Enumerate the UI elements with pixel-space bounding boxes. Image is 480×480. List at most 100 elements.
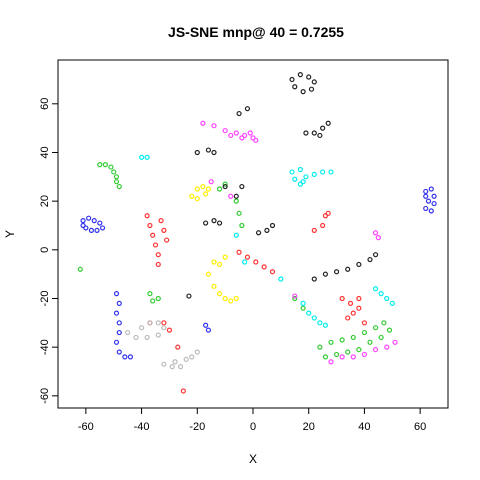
- data-point: [156, 333, 160, 337]
- data-point: [212, 284, 216, 288]
- data-point: [240, 136, 244, 140]
- data-point: [151, 233, 155, 237]
- data-point: [245, 255, 249, 259]
- data-point: [148, 292, 152, 296]
- data-point: [103, 163, 107, 167]
- y-tick-label: -60: [39, 388, 51, 404]
- data-point: [326, 211, 330, 215]
- data-point: [156, 262, 160, 266]
- data-point: [212, 150, 216, 154]
- data-point: [204, 323, 208, 327]
- data-point: [382, 321, 386, 325]
- x-tick-label: -60: [78, 421, 94, 433]
- data-point: [229, 133, 233, 137]
- data-point: [254, 138, 258, 142]
- data-point: [162, 228, 166, 232]
- data-point: [179, 365, 183, 369]
- data-point: [304, 131, 308, 135]
- data-point: [376, 236, 380, 240]
- data-point: [115, 175, 119, 179]
- data-point: [234, 296, 238, 300]
- data-point: [335, 352, 339, 356]
- data-point: [156, 253, 160, 257]
- data-point: [368, 340, 372, 344]
- data-point: [321, 170, 325, 174]
- data-point: [346, 316, 350, 320]
- data-point: [184, 357, 188, 361]
- data-point: [335, 270, 339, 274]
- data-point: [81, 223, 85, 227]
- data-point: [78, 267, 82, 271]
- data-point: [115, 311, 119, 315]
- data-point: [212, 260, 216, 264]
- data-point: [346, 350, 350, 354]
- data-point: [206, 148, 210, 152]
- data-point: [357, 348, 361, 352]
- data-point: [195, 197, 199, 201]
- x-tick-label: 20: [303, 421, 315, 433]
- data-point: [312, 80, 316, 84]
- data-point: [374, 326, 378, 330]
- x-tick-label: 0: [250, 421, 256, 433]
- data-point: [223, 296, 227, 300]
- data-point: [349, 301, 353, 305]
- data-point: [206, 328, 210, 332]
- data-point: [393, 340, 397, 344]
- data-point: [109, 165, 113, 169]
- data-point: [209, 180, 213, 184]
- data-point: [424, 194, 428, 198]
- data-points: [78, 73, 436, 393]
- y-tick-label: -40: [39, 339, 51, 355]
- data-point: [148, 321, 152, 325]
- data-point: [340, 296, 344, 300]
- data-point: [128, 355, 132, 359]
- data-point: [240, 223, 244, 227]
- data-point: [304, 175, 308, 179]
- data-point: [140, 326, 144, 330]
- data-point: [115, 340, 119, 344]
- data-point: [98, 221, 102, 225]
- data-point: [368, 258, 372, 262]
- data-point: [323, 355, 327, 359]
- data-point: [429, 187, 433, 191]
- data-point: [357, 262, 361, 266]
- data-point: [271, 270, 275, 274]
- data-point: [379, 292, 383, 296]
- data-point: [301, 301, 305, 305]
- data-point: [201, 185, 205, 189]
- data-point: [95, 228, 99, 232]
- data-point: [201, 121, 205, 125]
- data-point: [98, 163, 102, 167]
- data-point: [101, 226, 105, 230]
- data-point: [151, 299, 155, 303]
- data-point: [206, 187, 210, 191]
- data-point: [293, 85, 297, 89]
- data-point: [159, 219, 163, 223]
- data-point: [117, 331, 121, 335]
- data-point: [312, 228, 316, 232]
- data-point: [298, 168, 302, 172]
- y-axis-label: Y: [3, 230, 17, 238]
- data-point: [312, 172, 316, 176]
- y-axis: -60 -40 -20 0 20 40 60: [39, 98, 58, 404]
- data-point: [388, 328, 392, 332]
- data-point: [427, 199, 431, 203]
- data-point: [357, 306, 361, 310]
- data-point: [312, 277, 316, 281]
- data-point: [223, 255, 227, 259]
- data-point: [351, 335, 355, 339]
- data-point: [329, 170, 333, 174]
- data-point: [318, 345, 322, 349]
- data-point: [92, 219, 96, 223]
- x-tick-label: 40: [358, 421, 370, 433]
- data-point: [351, 311, 355, 315]
- data-point: [173, 360, 177, 364]
- data-point: [206, 272, 210, 276]
- data-point: [218, 292, 222, 296]
- x-axis: -60 -40 -20 0 20 40 60: [78, 408, 426, 433]
- data-point: [240, 185, 244, 189]
- data-point: [117, 301, 121, 305]
- data-point: [81, 219, 85, 223]
- data-point: [312, 131, 316, 135]
- data-point: [340, 338, 344, 342]
